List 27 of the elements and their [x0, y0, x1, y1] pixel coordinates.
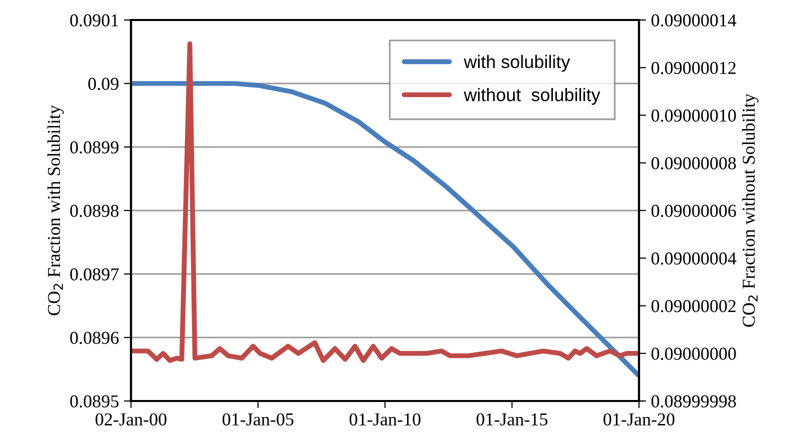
y-tick-label: 0.0901: [70, 14, 118, 27]
y2-tick-label: 0.09000000: [651, 348, 736, 360]
x-tick-label: 01-Jan-05: [222, 413, 294, 426]
y2-tick-label: 0.09000002: [651, 300, 736, 312]
y2-tick-label: 0.09000014: [651, 14, 736, 27]
y-tick-label: 0.0897: [70, 268, 119, 281]
y2-tick-label: 0.08999998: [651, 395, 736, 408]
x-tick-label: 01-Jan-10: [350, 413, 420, 426]
y-tick-label: 0.09: [88, 78, 118, 90]
y-axis-title: CO$_{2}$ Fraction with Solubility: [47, 105, 64, 316]
y2-tick-label: 0.09000010: [651, 110, 736, 122]
x-tick-label: 02-Jan-00: [96, 413, 166, 426]
y2-tick-label: 0.09000004: [651, 252, 736, 265]
y-tick-label: 0.0896: [70, 332, 119, 344]
y2-tick-label: 0.09000008: [651, 157, 736, 170]
y2-axis-title: CO$_{2}$ Fraction without Solubility: [742, 94, 759, 327]
legend-label: without solubility: [464, 88, 600, 105]
x-tick-label: 01-Jan-15: [476, 413, 548, 426]
y2-tick-label: 0.09000006: [651, 204, 736, 218]
x-tick-label: 01-Jan-20: [604, 413, 674, 426]
line-series: [131, 41, 639, 363]
y-tick-label: 0.0895: [70, 395, 118, 408]
line-series: [131, 81, 639, 378]
y-tick-label: 0.0899: [70, 141, 118, 154]
y-tick-label: 0.0898: [70, 204, 119, 218]
y2-tick-label: 0.09000012: [651, 62, 736, 74]
legend-label: with solubility: [464, 54, 570, 72]
